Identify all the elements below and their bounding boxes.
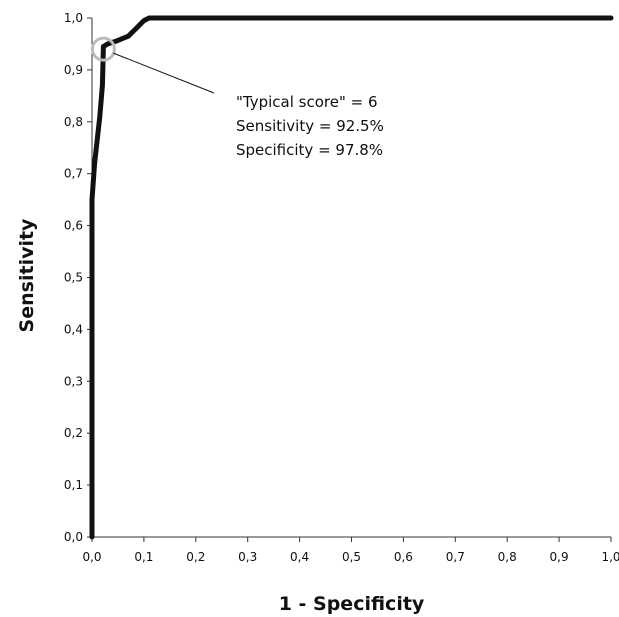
x-axis-title: 1 - Specificity	[279, 593, 425, 615]
y-tick-label: 0,9	[64, 63, 83, 77]
y-tick-label: 0,8	[64, 115, 83, 129]
x-tick-label: 0,3	[238, 550, 257, 564]
x-tick-label: 1,0	[601, 550, 619, 564]
x-axis: 0,0 0,1 0,2 0,3 0,4 0,5 0,6 0,7 0,8 0,9 1,0	[82, 536, 619, 564]
x-tick-label: 0,5	[342, 550, 361, 564]
y-tick-label: 1,0	[64, 11, 83, 25]
y-tick-label: 0,2	[64, 426, 83, 440]
x-tick-label: 0,8	[498, 550, 517, 564]
x-tick-label: 0,1	[134, 550, 153, 564]
annotation-typical-score: "Typical score" = 6	[236, 93, 378, 111]
y-axis: 0,0 0,1 0,2 0,3 0,4 0,5 0,6 0,7 0,8 0,9 1,0	[64, 11, 93, 544]
annotation-leader-line	[113, 52, 215, 94]
annotation-specificity: Specificity = 97.8%	[236, 141, 383, 159]
annotation-sensitivity: Sensitivity = 92.5%	[236, 117, 384, 135]
y-tick-label: 0,1	[64, 478, 83, 492]
x-tick-label: 0,2	[186, 550, 205, 564]
roc-curve-line	[89, 15, 614, 540]
y-tick-label: 0,5	[64, 271, 83, 285]
y-tick-label: 0,4	[64, 322, 83, 336]
x-tick-label: 0,7	[446, 550, 465, 564]
x-tick-label: 0,6	[394, 550, 413, 564]
typical-score-marker	[90, 36, 116, 62]
y-axis-title: Sensitivity	[16, 218, 38, 332]
x-tick-label: 0,4	[290, 550, 309, 564]
y-tick-label: 0,3	[64, 374, 83, 388]
y-tick-label: 0,7	[64, 167, 83, 181]
x-tick-label: 0,0	[82, 550, 101, 564]
x-tick-label: 0,9	[550, 550, 569, 564]
y-tick-label: 0,0	[64, 530, 83, 544]
y-tick-label: 0,6	[64, 219, 83, 233]
